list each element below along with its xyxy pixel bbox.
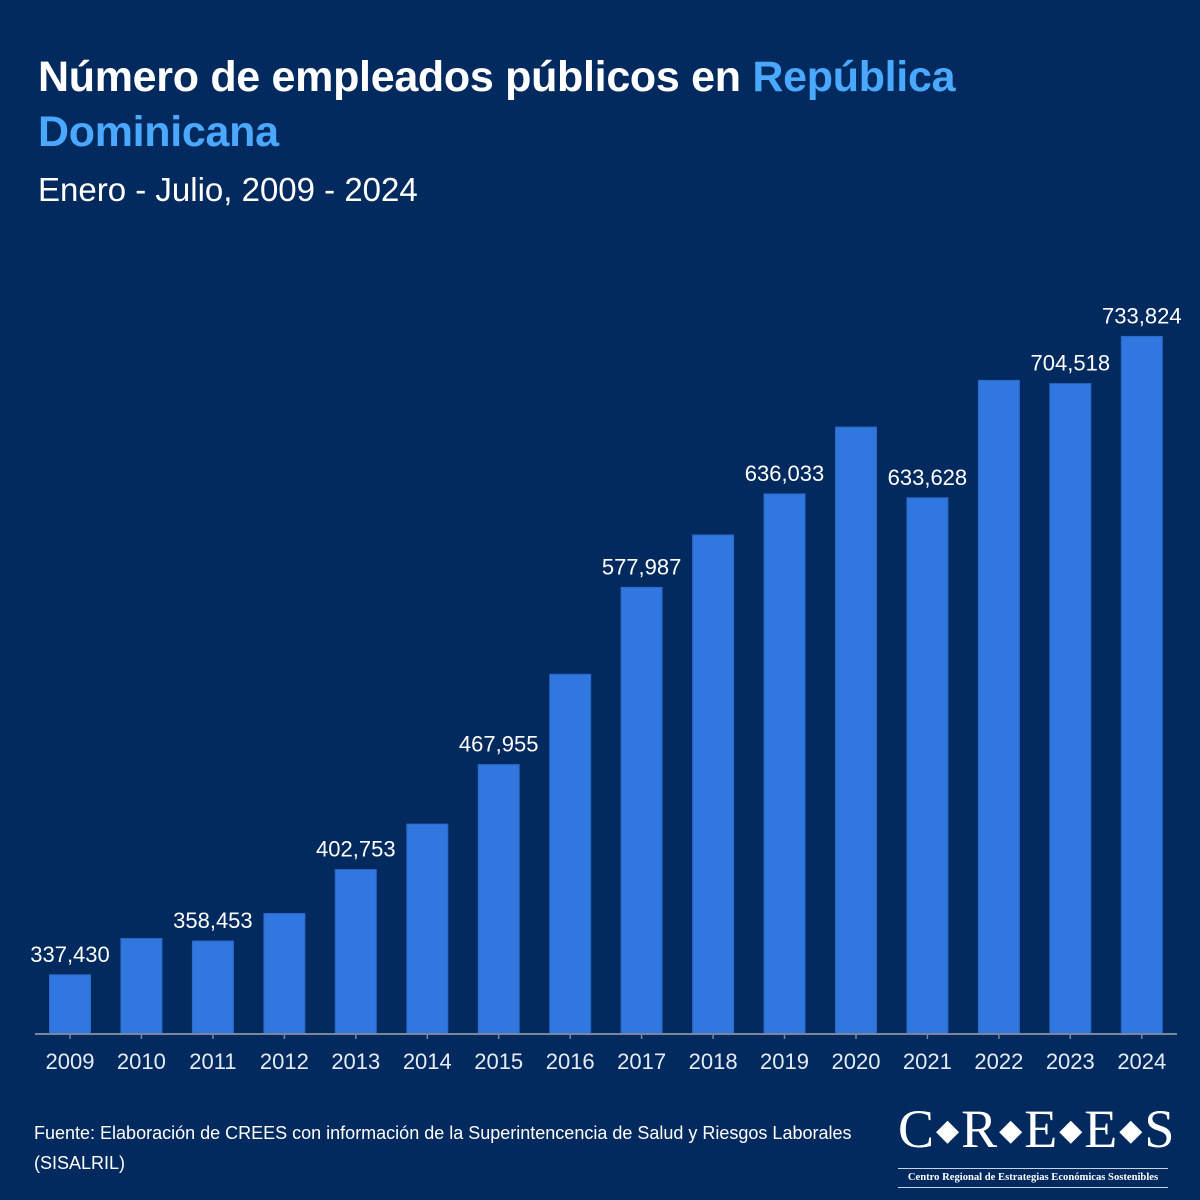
logo-letter: E: [1084, 1099, 1119, 1159]
logo-wordmark: C◆R◆E◆E◆S: [898, 1099, 1174, 1164]
logo-letter: R: [961, 1099, 999, 1159]
chart-title-accent: República Dominicana: [38, 53, 956, 156]
chart-subtitle: Enero - Julio, 2009 - 2024: [38, 171, 418, 208]
data-label-2023: 704,518: [1031, 351, 1111, 376]
logo-divider: [898, 1186, 1168, 1188]
bars-group: [49, 335, 1163, 1035]
bar-2009: [49, 974, 91, 1035]
x-ticks-group: 2009 2010 2011 2012 2013 2014 2015 2016 2017 2018…: [46, 1034, 1166, 1074]
data-labels-group: 337,430 358,453 402,753 467,955 577,987 636,0…: [30, 303, 1181, 966]
bar-chart: 337,430 358,453 402,753 467,955 577,987 636,0…: [30, 303, 1181, 1074]
bar-2021: [906, 497, 949, 1035]
diamond-dot-icon: ◆: [1059, 1113, 1084, 1147]
x-tick-label-2019: 2019: [760, 1049, 809, 1074]
x-tick-label-2010: 2010: [117, 1049, 166, 1074]
logo-letter: C: [898, 1099, 936, 1159]
x-tick-label-2024: 2024: [1117, 1049, 1166, 1074]
data-label-2011: 358,453: [173, 908, 253, 933]
bar-2013: [334, 869, 377, 1035]
x-tick-label-2009: 2009: [46, 1049, 95, 1074]
bar-2022: [977, 379, 1020, 1035]
bar-2010: [120, 938, 163, 1035]
data-label-2019: 636,033: [745, 461, 825, 486]
x-tick-label-2011: 2011: [189, 1049, 236, 1074]
data-label-2021: 633,628: [888, 465, 968, 490]
crees-logo: C◆R◆E◆E◆S Centro Regional de Estrategias…: [898, 1099, 1174, 1191]
x-tick-label-2014: 2014: [403, 1049, 452, 1074]
bar-2016: [549, 673, 592, 1035]
diamond-dot-icon: ◆: [999, 1113, 1024, 1147]
diamond-dot-icon: ◆: [936, 1113, 961, 1147]
logo-subtitle: Centro Regional de Estrategias Económica…: [907, 1171, 1159, 1183]
bar-2015: [477, 764, 520, 1035]
chart-title-main: Número de empleados públicos en: [38, 53, 753, 101]
x-tick-label-2015: 2015: [474, 1049, 523, 1074]
chart-title: Número de empleados públicos en Repúblic…: [38, 50, 1038, 160]
data-label-2017: 577,987: [602, 554, 682, 579]
bar-2011: [191, 940, 234, 1035]
logo-letter: S: [1144, 1099, 1176, 1159]
logo-letter: E: [1024, 1099, 1059, 1159]
x-tick-label-2017: 2017: [617, 1049, 666, 1074]
bar-2024: [1120, 335, 1163, 1035]
logo-divider: [898, 1167, 1168, 1169]
bar-2019: [763, 493, 806, 1035]
x-tick-label-2023: 2023: [1046, 1049, 1095, 1074]
bar-2023: [1049, 383, 1092, 1035]
data-label-2024: 733,824: [1102, 303, 1182, 328]
x-tick-label-2016: 2016: [546, 1049, 595, 1074]
bar-2020: [835, 426, 877, 1035]
x-tick-label-2021: 2021: [903, 1049, 952, 1074]
bar-2014: [406, 823, 449, 1035]
bar-2012: [263, 913, 306, 1035]
source-note: Fuente: Elaboración de CREES con informa…: [34, 1123, 852, 1173]
bar-2018: [692, 534, 735, 1035]
data-label-2009: 337,430: [30, 942, 110, 967]
x-tick-label-2020: 2020: [832, 1049, 881, 1074]
data-label-2013: 402,753: [316, 837, 396, 862]
diamond-dot-icon: ◆: [1119, 1113, 1144, 1147]
data-label-2015: 467,955: [459, 732, 539, 757]
x-tick-label-2012: 2012: [260, 1049, 309, 1074]
x-tick-label-2018: 2018: [689, 1049, 738, 1074]
x-tick-label-2013: 2013: [331, 1049, 380, 1074]
x-tick-label-2022: 2022: [974, 1049, 1023, 1074]
bar-2017: [620, 586, 663, 1035]
